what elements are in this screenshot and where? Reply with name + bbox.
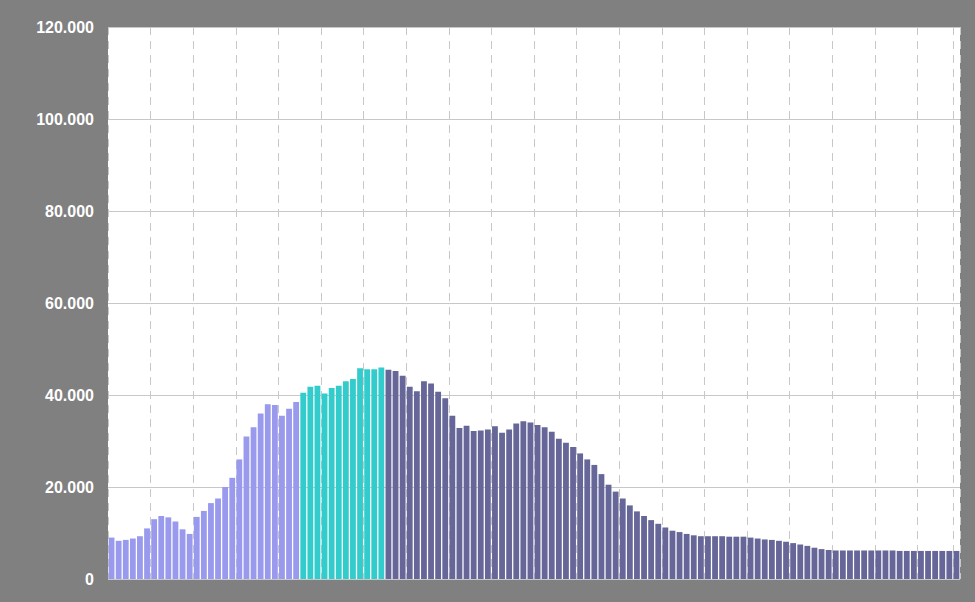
svg-text:120.000: 120.000: [36, 19, 94, 36]
svg-text:40.000: 40.000: [45, 387, 94, 404]
svg-text:20.000: 20.000: [45, 479, 94, 496]
svg-text:0: 0: [85, 571, 94, 588]
svg-text:100.000: 100.000: [36, 111, 94, 128]
svg-text:60.000: 60.000: [45, 295, 94, 312]
svg-text:80.000: 80.000: [45, 203, 94, 220]
